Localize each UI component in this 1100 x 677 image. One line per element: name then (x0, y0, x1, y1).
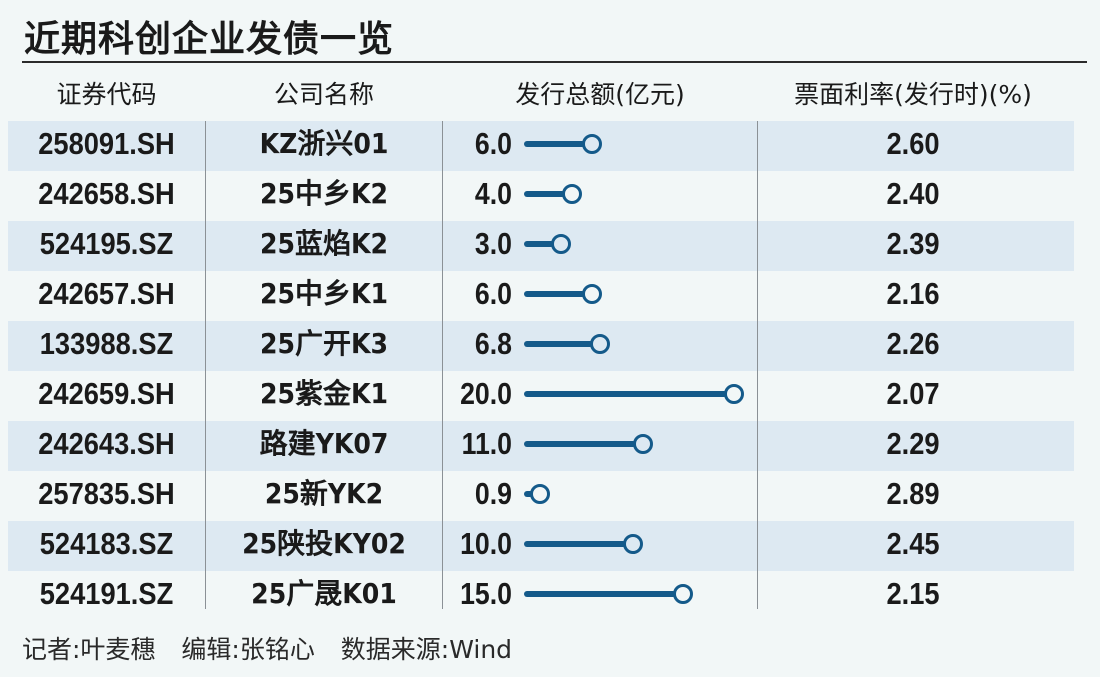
lollipop-stem (524, 591, 677, 597)
lollipop-stem (524, 141, 585, 147)
lollipop-circle-icon (551, 234, 572, 254)
company-name: 25蓝焰K2 (259, 227, 389, 260)
amount-lollipop (524, 371, 764, 417)
column-divider (757, 121, 758, 609)
issue-amount: 15.0 (460, 576, 512, 611)
column-divider (205, 121, 206, 609)
table-row: 242659.SH 25紫金K1 20.0 2.07 (8, 371, 1074, 421)
lollipop-stem (524, 391, 727, 397)
security-code: 242643.SH (38, 426, 175, 461)
company-name: 25中乡K1 (259, 277, 389, 310)
company-name: 25陕投KY02 (242, 527, 406, 560)
company-name: 25广晟K01 (251, 577, 397, 610)
coupon-rate: 2.29 (886, 426, 940, 461)
header-name: 公司名称 (273, 80, 374, 109)
company-name: 25紫金K1 (259, 377, 389, 410)
issue-amount: 6.0 (474, 276, 512, 311)
lollipop-circle-icon (590, 334, 611, 354)
table-row: 242643.SH 路建YK07 11.0 2.29 (8, 421, 1074, 471)
security-code: 524183.SZ (39, 526, 174, 561)
lollipop-circle-icon (561, 184, 582, 204)
lollipop-stem (524, 191, 565, 197)
header-amount: 发行总额(亿元) (515, 80, 685, 109)
security-code: 242659.SH (38, 376, 175, 411)
security-code: 524191.SZ (39, 576, 174, 611)
lollipop-circle-icon (632, 434, 653, 454)
amount-lollipop (524, 321, 764, 367)
footer-credits: 记者:叶麦穗 编辑:张铭心 数据来源:Wind (22, 630, 530, 666)
amount-lollipop (524, 121, 764, 167)
lollipop-stem (524, 491, 534, 497)
security-code: 258091.SH (38, 126, 175, 161)
amount-lollipop (524, 421, 764, 467)
security-code: 242657.SH (38, 276, 175, 311)
table-row: 242658.SH 25中乡K2 4.0 2.40 (8, 171, 1074, 221)
lollipop-circle-icon (581, 284, 602, 304)
coupon-rate: 2.45 (886, 526, 940, 561)
coupon-rate: 2.60 (886, 126, 940, 161)
lollipop-stem (524, 441, 636, 447)
lollipop-circle-icon (724, 384, 744, 404)
chart-title: 近期科创企业发债一览 (24, 19, 395, 60)
security-code: 257835.SH (38, 476, 175, 511)
data-source: 数据来源:Wind (340, 635, 513, 664)
coupon-rate: 2.40 (886, 176, 940, 211)
issue-amount: 20.0 (460, 376, 512, 411)
issue-amount: 4.0 (474, 176, 512, 211)
lollipop-stem (524, 291, 585, 297)
coupon-rate: 2.07 (886, 376, 940, 411)
coupon-rate: 2.26 (886, 326, 940, 361)
lollipop-circle-icon (530, 484, 551, 504)
header-rate: 票面利率(发行时)(%) (794, 80, 1032, 109)
reporter-credit: 记者:叶麦穗 (22, 635, 156, 664)
coupon-rate: 2.89 (886, 476, 940, 511)
table-row: 524191.SZ 25广晟K01 15.0 2.15 (8, 571, 1074, 621)
editor-credit: 编辑:张铭心 (181, 635, 315, 664)
coupon-rate: 2.15 (886, 576, 940, 611)
lollipop-stem (524, 241, 555, 247)
amount-lollipop (524, 521, 764, 567)
coupon-rate: 2.16 (886, 276, 940, 311)
company-name: 25广开K3 (259, 327, 389, 360)
issue-amount: 10.0 (460, 526, 512, 561)
issue-amount: 6.0 (474, 126, 512, 161)
security-code: 524195.SZ (39, 226, 174, 261)
lollipop-stem (524, 341, 594, 347)
issue-amount: 11.0 (461, 426, 512, 461)
lollipop-circle-icon (673, 584, 694, 604)
issue-amount: 0.9 (474, 476, 512, 511)
table-row: 524195.SZ 25蓝焰K2 3.0 2.39 (8, 221, 1074, 271)
bond-table: 258091.SH KZ浙兴01 6.0 2.60 242658.SH 25中乡K2 4.0… (8, 121, 1074, 621)
issue-amount: 6.8 (474, 326, 512, 361)
header-code: 证券代码 (56, 80, 157, 109)
table-row: 242657.SH 25中乡K1 6.0 2.16 (8, 271, 1074, 321)
column-divider (442, 121, 443, 609)
security-code: 242658.SH (38, 176, 175, 211)
company-name: 25新YK2 (264, 477, 384, 510)
amount-lollipop (524, 271, 764, 317)
title-rule (22, 61, 1087, 63)
company-name: KZ浙兴01 (259, 127, 389, 160)
issue-amount: 3.0 (474, 226, 512, 261)
table-row: 257835.SH 25新YK2 0.9 2.89 (8, 471, 1074, 521)
amount-lollipop (524, 171, 764, 217)
lollipop-circle-icon (581, 134, 602, 154)
lollipop-stem (524, 541, 626, 547)
amount-lollipop (524, 571, 764, 617)
security-code: 133988.SZ (39, 326, 174, 361)
table-row: 524183.SZ 25陕投KY02 10.0 2.45 (8, 521, 1074, 571)
company-name: 路建YK07 (259, 427, 389, 460)
lollipop-circle-icon (622, 534, 643, 554)
table-row: 133988.SZ 25广开K3 6.8 2.26 (8, 321, 1074, 371)
amount-lollipop (524, 221, 764, 267)
company-name: 25中乡K2 (259, 177, 389, 210)
table-row: 258091.SH KZ浙兴01 6.0 2.60 (8, 121, 1074, 171)
amount-lollipop (524, 471, 764, 517)
coupon-rate: 2.39 (886, 226, 940, 261)
